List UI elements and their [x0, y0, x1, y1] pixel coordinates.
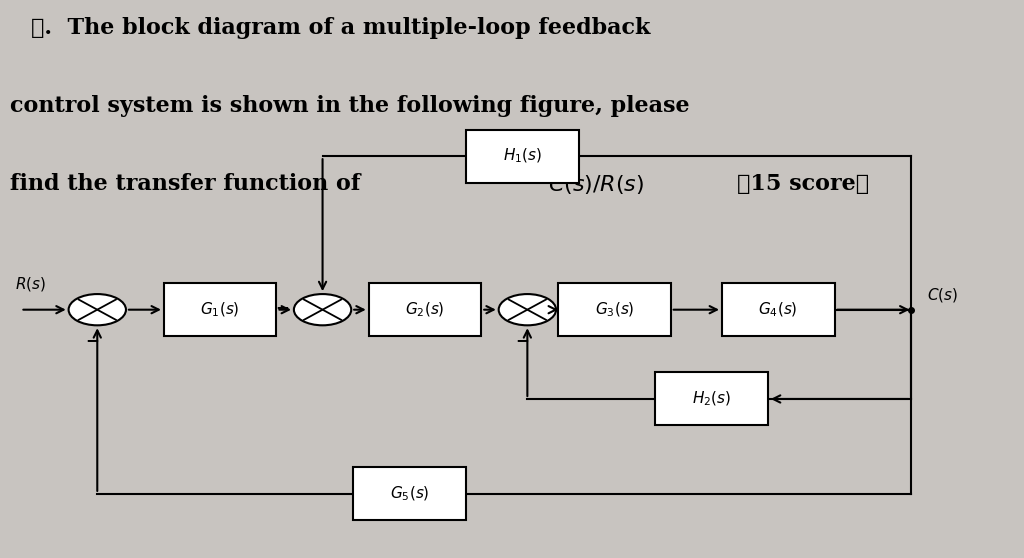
Text: 二.  The block diagram of a multiple-loop feedback: 二. The block diagram of a multiple-loop …: [31, 17, 650, 39]
FancyBboxPatch shape: [558, 283, 671, 336]
Text: $C(s)/R(s)$: $C(s)/R(s)$: [548, 173, 644, 196]
Text: $G_3(s)$: $G_3(s)$: [595, 301, 634, 319]
Circle shape: [499, 294, 556, 325]
Text: −: −: [85, 331, 99, 349]
Text: $G_5(s)$: $G_5(s)$: [390, 485, 429, 503]
Text: $H_1(s)$: $H_1(s)$: [503, 147, 542, 165]
FancyBboxPatch shape: [353, 468, 466, 520]
Text: $G_2(s)$: $G_2(s)$: [406, 301, 444, 319]
Text: （15 score）: （15 score）: [737, 173, 869, 195]
Text: −: −: [274, 298, 289, 316]
FancyBboxPatch shape: [466, 130, 579, 183]
Text: $R(s)$: $R(s)$: [15, 275, 46, 293]
FancyBboxPatch shape: [369, 283, 481, 336]
FancyBboxPatch shape: [164, 283, 276, 336]
Circle shape: [69, 294, 126, 325]
Text: control system is shown in the following figure, please: control system is shown in the following…: [10, 95, 690, 117]
Text: $G_4(s)$: $G_4(s)$: [759, 301, 798, 319]
Text: $C(s)$: $C(s)$: [927, 286, 957, 304]
Text: find the transfer function of: find the transfer function of: [10, 173, 376, 195]
FancyBboxPatch shape: [722, 283, 835, 336]
Text: $H_2(s)$: $H_2(s)$: [692, 390, 731, 408]
Text: −: −: [515, 331, 529, 349]
FancyBboxPatch shape: [655, 373, 768, 425]
Text: $G_1(s)$: $G_1(s)$: [201, 301, 240, 319]
Circle shape: [294, 294, 351, 325]
